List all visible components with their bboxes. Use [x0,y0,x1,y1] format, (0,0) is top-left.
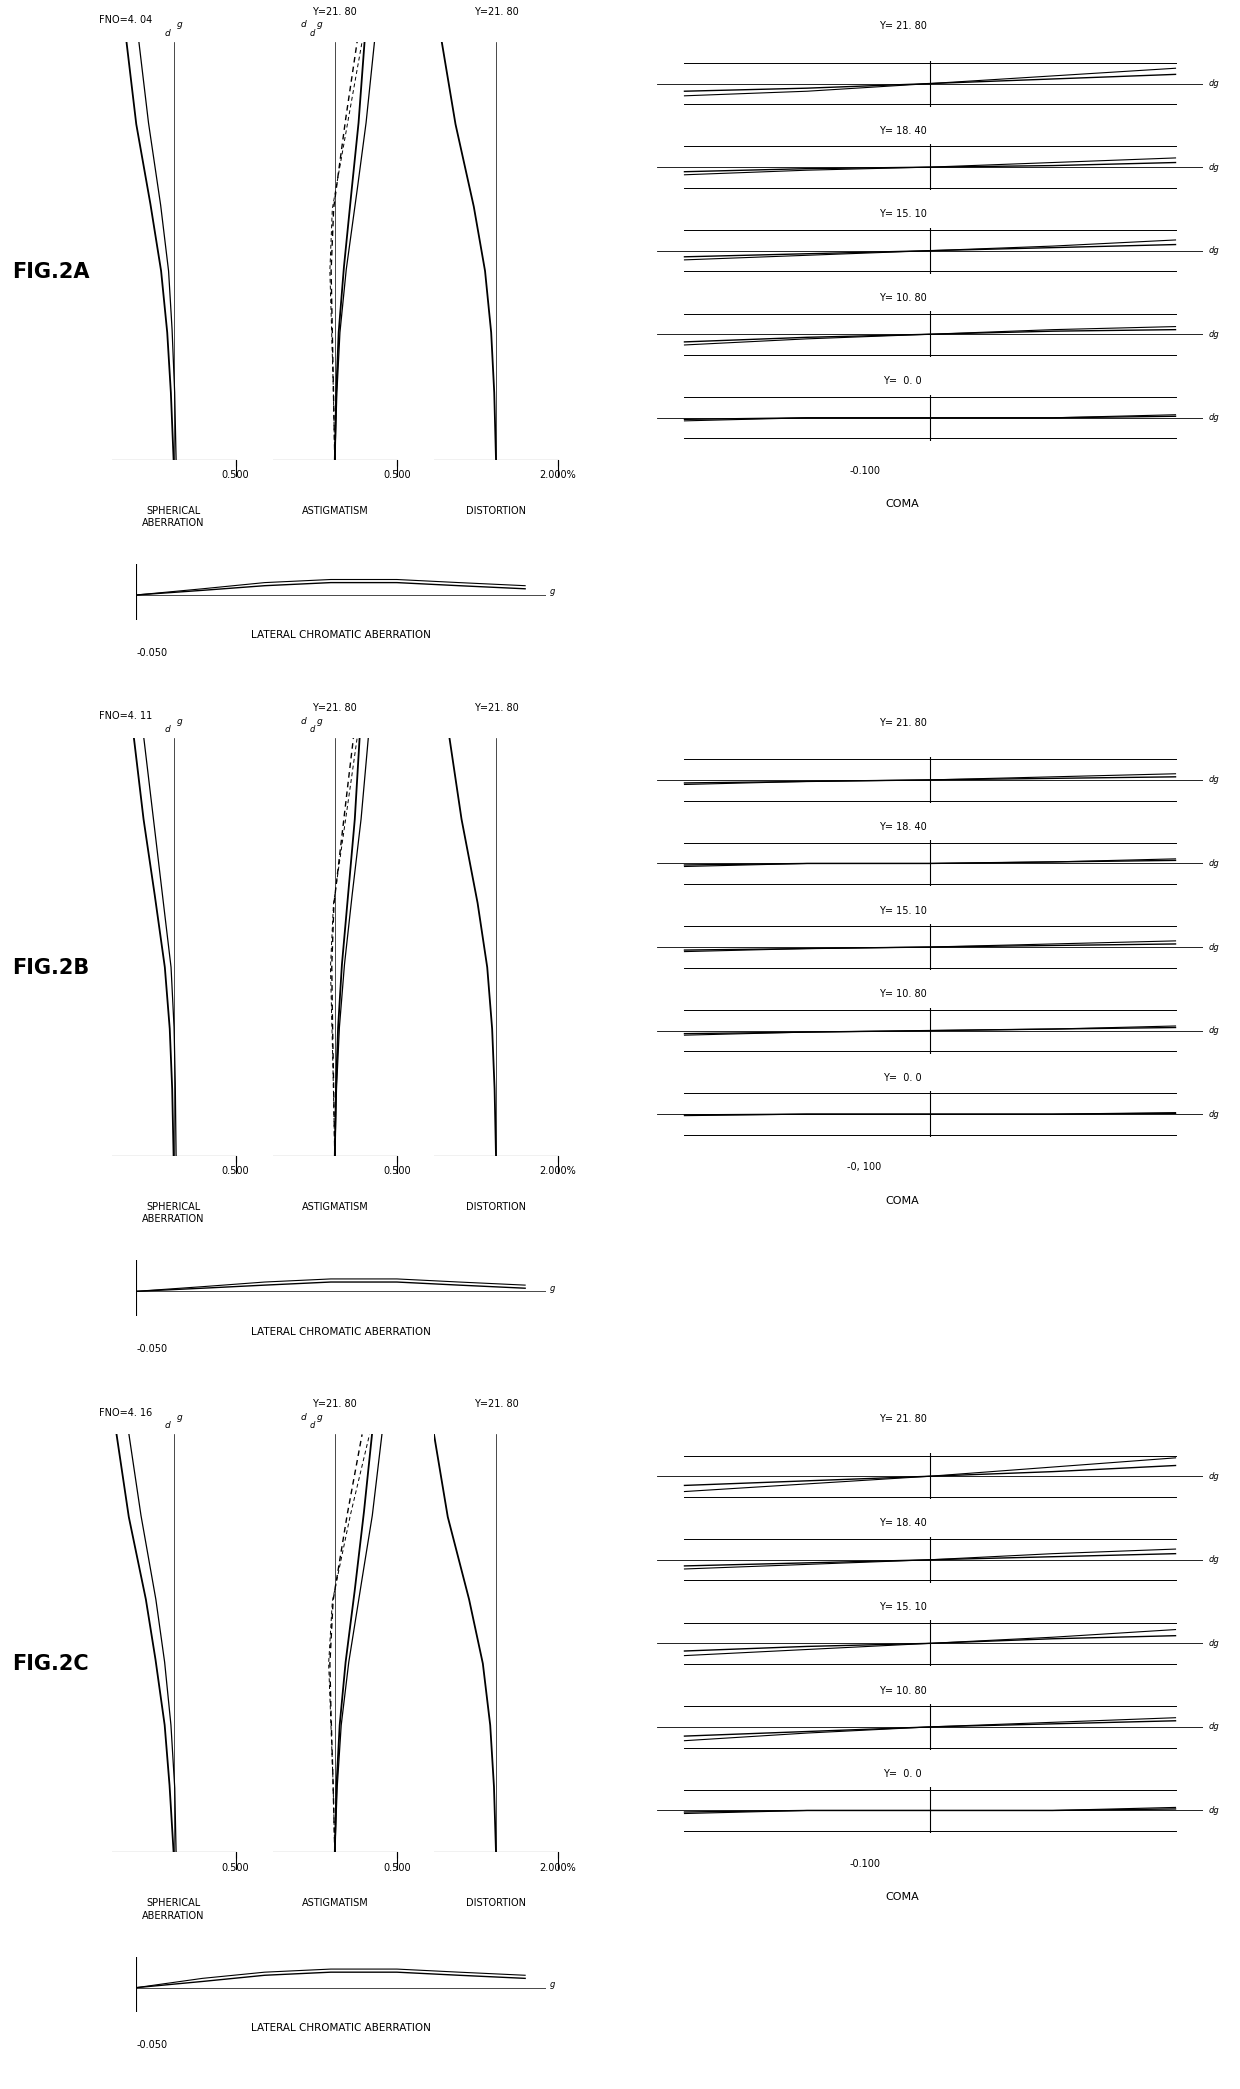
Text: g: g [549,1285,556,1293]
Text: -0.050: -0.050 [136,1343,167,1354]
Text: SPHERICAL
ABERRATION: SPHERICAL ABERRATION [143,506,205,529]
Text: dg: dg [1208,1556,1219,1565]
Text: Y=21. 80: Y=21. 80 [474,704,518,712]
Text: FNO=4. 16: FNO=4. 16 [99,1408,153,1418]
Text: FIG.2B: FIG.2B [12,959,89,978]
Text: g: g [317,21,322,29]
Text: FNO=4. 04: FNO=4. 04 [99,15,153,25]
Text: dg: dg [1208,79,1219,88]
Text: DISTORTION: DISTORTION [466,1201,526,1212]
Text: Y=21. 80: Y=21. 80 [312,1400,357,1410]
Text: g: g [317,717,322,725]
Text: LATERAL CHROMATIC ABERRATION: LATERAL CHROMATIC ABERRATION [250,2022,432,2033]
Text: d: d [165,1421,170,1431]
Text: d: d [301,21,306,29]
Text: Y=21. 80: Y=21. 80 [312,704,357,712]
Text: FIG.2C: FIG.2C [12,1654,89,1673]
Text: d: d [310,1421,315,1431]
Text: Y= 18. 40: Y= 18. 40 [879,823,926,831]
Text: dg: dg [1208,859,1219,867]
Text: Y= 21. 80: Y= 21. 80 [879,1414,926,1425]
Text: g: g [177,21,182,29]
Text: dg: dg [1208,942,1219,950]
Text: FNO=4. 11: FNO=4. 11 [99,712,153,721]
Text: Y= 10. 80: Y= 10. 80 [879,990,926,999]
Text: d: d [165,29,170,38]
Text: dg: dg [1208,414,1219,422]
Text: Y=  0. 0: Y= 0. 0 [883,376,923,386]
Text: dg: dg [1208,1640,1219,1648]
Text: g: g [549,587,556,595]
Text: Y= 18. 40: Y= 18. 40 [879,1519,926,1529]
Text: ASTIGMATISM: ASTIGMATISM [301,1899,368,1907]
Text: Y=21. 80: Y=21. 80 [474,1400,518,1410]
Text: dg: dg [1208,163,1219,171]
Text: -0.100: -0.100 [849,466,880,476]
Text: Y= 15. 10: Y= 15. 10 [879,1602,926,1613]
Text: g: g [177,717,182,725]
Text: -0.050: -0.050 [136,2041,167,2049]
Text: Y=21. 80: Y=21. 80 [474,6,518,17]
Text: ASTIGMATISM: ASTIGMATISM [301,506,368,516]
Text: Y= 15. 10: Y= 15. 10 [879,209,926,219]
Text: -0.050: -0.050 [136,648,167,658]
Text: FIG.2A: FIG.2A [12,261,91,282]
Text: g: g [177,1412,182,1423]
Text: COMA: COMA [885,1893,920,1901]
Text: Y= 10. 80: Y= 10. 80 [879,1686,926,1696]
Text: ASTIGMATISM: ASTIGMATISM [301,1201,368,1212]
Text: DISTORTION: DISTORTION [466,506,526,516]
Text: Y=  0. 0: Y= 0. 0 [883,1769,923,1780]
Text: dg: dg [1208,1807,1219,1815]
Text: Y= 18. 40: Y= 18. 40 [879,125,926,136]
Text: -0.100: -0.100 [849,1859,880,1868]
Text: LATERAL CHROMATIC ABERRATION: LATERAL CHROMATIC ABERRATION [250,631,432,639]
Text: Y=21. 80: Y=21. 80 [312,6,357,17]
Text: d: d [301,1412,306,1423]
Text: Y= 21. 80: Y= 21. 80 [879,719,926,727]
Text: Y= 10. 80: Y= 10. 80 [879,292,926,303]
Text: dg: dg [1208,775,1219,783]
Text: SPHERICAL
ABERRATION: SPHERICAL ABERRATION [143,1899,205,1920]
Text: d: d [165,725,170,733]
Text: d: d [310,725,315,733]
Text: SPHERICAL
ABERRATION: SPHERICAL ABERRATION [143,1201,205,1224]
Text: g: g [317,1412,322,1423]
Text: dg: dg [1208,1109,1219,1118]
Text: d: d [301,717,306,725]
Text: d: d [310,29,315,38]
Text: dg: dg [1208,247,1219,255]
Text: dg: dg [1208,330,1219,338]
Text: Y= 21. 80: Y= 21. 80 [879,21,926,31]
Text: COMA: COMA [885,499,920,510]
Text: Y= 15. 10: Y= 15. 10 [879,907,926,915]
Text: COMA: COMA [885,1195,920,1205]
Text: -0, 100: -0, 100 [847,1161,882,1172]
Text: LATERAL CHROMATIC ABERRATION: LATERAL CHROMATIC ABERRATION [250,1327,432,1337]
Text: g: g [549,1980,556,1989]
Text: Y=  0. 0: Y= 0. 0 [883,1074,923,1082]
Text: dg: dg [1208,1026,1219,1034]
Text: dg: dg [1208,1723,1219,1732]
Text: DISTORTION: DISTORTION [466,1899,526,1907]
Text: dg: dg [1208,1473,1219,1481]
